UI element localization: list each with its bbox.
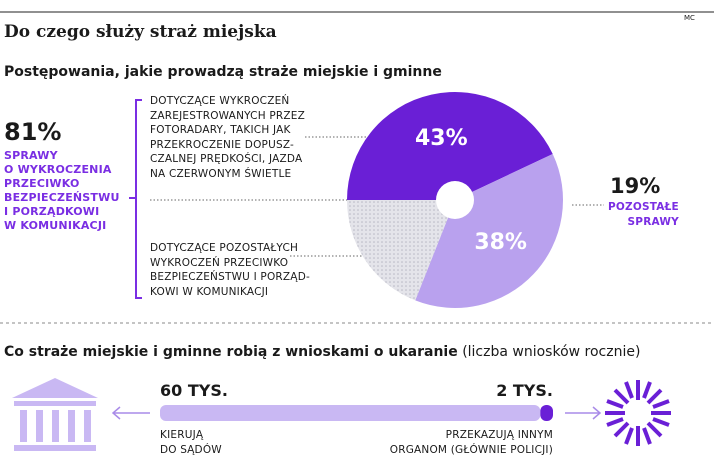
bar-subtitle: (liczba wniosków rocznie) (462, 344, 641, 360)
category-label: DOTYCZĄCE POZOSTAŁYCH WYKROCZEŃ PRZECIWK… (150, 242, 310, 298)
pie-slice (347, 92, 553, 200)
bar-chart (160, 405, 553, 421)
category-label: POZOSTAŁE SPRAWY (608, 201, 679, 228)
group-value: 81% (4, 118, 62, 146)
credit: MC (684, 14, 695, 22)
series-name: PRZEKAZUJĄ INNYM ORGANOM (GŁÓWNIE POLICJ… (389, 429, 553, 456)
bar-segment (160, 405, 541, 421)
pie: 43% 38% (347, 92, 563, 308)
value-label: 19% (610, 174, 661, 198)
pie-title: Postępowania, jakie prowadzą straże miej… (4, 64, 442, 80)
court-icon (12, 378, 98, 451)
group-text: SPRAWY O WYKROCZENIA PRZECIWKO BEZPIECZE… (4, 149, 120, 232)
pie-slice (415, 154, 563, 308)
value-label: 60 TYS. (160, 381, 228, 400)
value-label: 43% (415, 126, 468, 151)
arrows (111, 406, 602, 420)
pie-slice (347, 200, 455, 301)
category-label: DOTYCZĄCE WYKROCZEŃ ZAREJESTROWANYCH PRZ… (150, 95, 305, 180)
bar-title-text: Co straże miejskie i gminne robią z wnio… (4, 344, 458, 360)
police-icon (605, 380, 671, 446)
bracket (129, 99, 142, 299)
value-label: 2 TYS. (496, 381, 553, 400)
bar-title: Co straże miejskie i gminne robią z wnio… (4, 344, 640, 360)
pie-hole (436, 181, 474, 219)
series-name: KIERUJĄ DO SĄDÓW (160, 429, 222, 456)
value-label: 38% (474, 230, 527, 255)
bar-segment (540, 405, 553, 421)
title: Do czego służy straż miejska (4, 22, 277, 42)
